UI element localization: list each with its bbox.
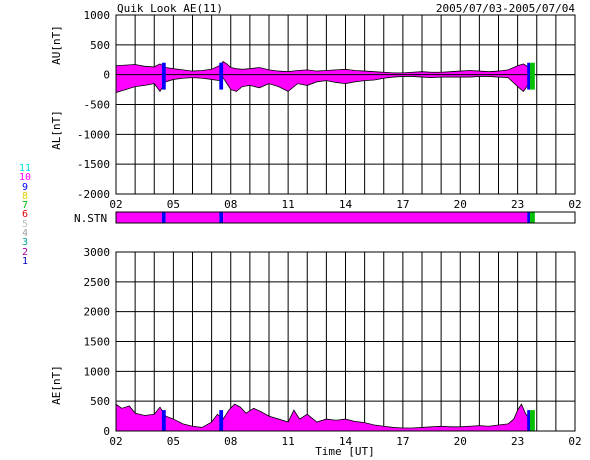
station-legend-item: 2	[21, 246, 29, 258]
y-tick-label: -2000	[77, 188, 110, 201]
x-tick-label: 02	[109, 435, 122, 448]
station-marker	[219, 410, 224, 431]
x-tick-label: 02	[109, 198, 122, 211]
station-legend-item: 9	[21, 181, 29, 193]
au-axis-label: AU[nT]	[50, 25, 63, 65]
panel-border	[115, 251, 576, 432]
x-tick-label: 08	[224, 198, 237, 211]
panel-border	[115, 14, 576, 195]
x-tick-label: 14	[339, 198, 353, 211]
y-tick-label: 2000	[84, 306, 111, 319]
station-legend-item: 7	[21, 200, 29, 212]
x-tick-label: 08	[224, 435, 237, 448]
y-tick-label: 500	[90, 395, 110, 408]
station-marker	[527, 62, 531, 90]
x-tick-label: 20	[454, 198, 467, 211]
station-segment	[161, 212, 166, 223]
station-legend-item: 8	[21, 190, 29, 202]
al-series-area	[115, 74, 534, 94]
y-tick-label: 1500	[84, 336, 111, 349]
station-marker	[527, 410, 531, 431]
y-tick-label: 1000	[84, 9, 111, 22]
station-legend-item: 1	[21, 255, 29, 267]
station-segment	[530, 212, 535, 223]
y-tick-label: -500	[84, 99, 111, 112]
x-tick-label: 20	[454, 435, 467, 448]
station-marker	[530, 410, 535, 431]
panel-border	[115, 211, 576, 224]
y-tick-label: 0	[103, 425, 110, 438]
station-segment	[527, 212, 531, 223]
au-series-area	[115, 61, 534, 76]
y-tick-label: -1500	[77, 158, 110, 171]
al-axis-label: AL[nT]	[50, 110, 63, 150]
date-range: 2005/07/03-2005/07/04	[436, 2, 575, 15]
station-marker	[161, 410, 166, 431]
y-tick-label: 2500	[84, 276, 111, 289]
y-tick-label: 0	[103, 69, 110, 82]
station-legend-item: 6	[21, 209, 29, 221]
x-tick-label: 17	[396, 435, 409, 448]
ae-axis-label: AE[nT]	[50, 365, 63, 405]
station-legend-item: 4	[21, 228, 29, 240]
x-tick-label: 05	[167, 198, 180, 211]
time-axis-label: Time [UT]	[315, 445, 375, 458]
y-tick-label: -1000	[77, 128, 110, 141]
x-tick-label: 14	[339, 435, 353, 448]
station-legend-item: 5	[21, 218, 29, 230]
station-legend-item: 3	[21, 237, 29, 249]
station-count-legend: 11 10 9 8 7 6 5 4 3 2 1	[10, 163, 40, 267]
x-tick-label: 11	[282, 435, 295, 448]
station-segment	[116, 212, 162, 223]
station-marker	[219, 62, 224, 90]
station-marker	[161, 62, 166, 90]
x-tick-label: 11	[282, 198, 295, 211]
ae-series-area	[115, 403, 534, 432]
y-tick-label: 500	[90, 39, 110, 52]
chart-title: Quik Look AE(11)	[117, 2, 223, 15]
nstn-axis-label: N.STN	[74, 212, 107, 225]
x-tick-label: 23	[511, 198, 524, 211]
y-tick-label: 3000	[84, 246, 111, 259]
x-tick-label: 17	[396, 198, 409, 211]
station-legend-item: 10	[18, 172, 32, 184]
station-legend-item: 11	[18, 163, 32, 174]
station-segment	[219, 212, 224, 223]
x-tick-label: 02	[568, 435, 581, 448]
station-segment	[223, 212, 528, 223]
x-tick-label: 23	[511, 435, 524, 448]
x-tick-label: 02	[568, 198, 581, 211]
station-segment	[165, 212, 220, 223]
nstn-panel	[115, 211, 576, 224]
x-tick-label: 05	[167, 435, 180, 448]
y-tick-label: 1000	[84, 365, 111, 378]
station-marker	[530, 62, 535, 90]
